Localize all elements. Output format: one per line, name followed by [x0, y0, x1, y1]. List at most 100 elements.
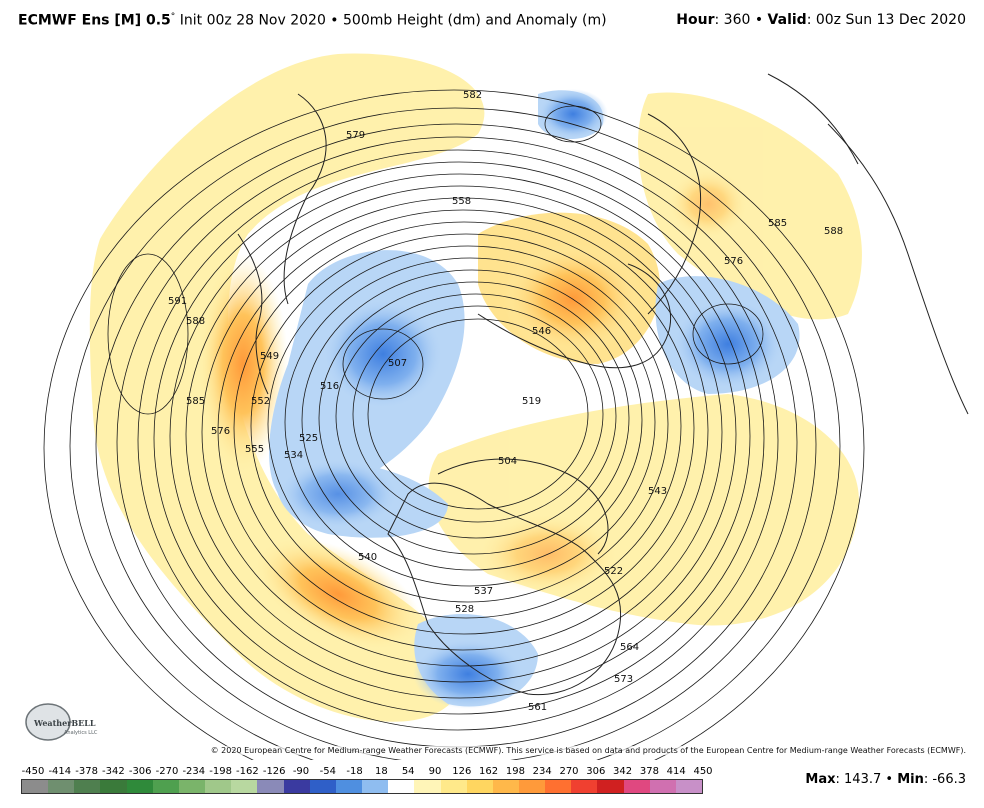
height-contours [43, 89, 865, 760]
colorbar-tick: -234 [182, 766, 206, 777]
colorbar-tick: -54 [319, 766, 336, 777]
contour-label: 588 [186, 316, 205, 327]
contour-label: 519 [522, 396, 541, 407]
weatherbell-logo: WeatherBELL Analytics LLC [22, 700, 112, 746]
colorbar-swatch [309, 780, 336, 793]
contour-label: 582 [463, 90, 482, 101]
colorbar-tick: 54 [401, 766, 415, 777]
colorbar-swatch [74, 780, 101, 793]
colorbar-swatch [597, 780, 624, 793]
copyright-credit: © 2020 European Centre for Medium-range … [208, 746, 968, 755]
contour-label: 540 [358, 552, 377, 563]
header-bar: ECMWF Ens [M] 0.5° Init 00z 28 Nov 2020 … [0, 0, 984, 34]
contour-label: 576 [211, 426, 230, 437]
contour-label: 561 [528, 702, 547, 713]
colorbar-tick: 198 [505, 766, 525, 777]
colorbar-swatch [48, 780, 75, 793]
run-description: Init 00z 28 Nov 2020 • 500mb Height (dm)… [175, 12, 607, 29]
colorbar-swatch [335, 780, 363, 793]
colorbar-tick: 162 [479, 766, 499, 777]
contour-label: 555 [245, 444, 264, 455]
logo-subtitle: Analytics LLC [64, 730, 98, 736]
contour-label: 579 [346, 130, 365, 141]
colorbar-swatch [257, 780, 284, 793]
colorbar-tick: -342 [102, 766, 125, 777]
logo-graphic: WeatherBELL Analytics LLC [25, 703, 98, 741]
hour-label: Hour [676, 12, 715, 28]
colorbar-swatch [466, 780, 493, 793]
contour-label: 504 [498, 456, 517, 467]
contour-label: 558 [452, 196, 471, 207]
degree-symbol: ° [170, 12, 176, 22]
contour-label: 522 [604, 566, 623, 577]
colorbar-tick: -162 [236, 766, 259, 777]
colorbar-swatch [22, 780, 49, 793]
colorbar-tick-labels: -450 -414 -378 -342 -306 -270 -234 -198 -162 -126… [18, 766, 718, 778]
colorbar-swatch [675, 780, 703, 793]
colorbar-tick: 90 [428, 766, 442, 777]
anomaly-colorbar [21, 779, 703, 794]
contour-label: 585 [186, 396, 205, 407]
min-value: : -66.3 [923, 772, 966, 787]
colorbar-tick: 234 [532, 766, 552, 777]
colorbar-tick: -126 [262, 766, 286, 777]
colorbar-swatch [414, 780, 441, 793]
contour-labels: 582 579 558 591 588 585 576 555 549 552 534 525 516 5… [168, 90, 843, 713]
contour-label: 573 [614, 674, 633, 685]
colorbar-tick: 270 [559, 766, 579, 777]
map-panel: 582 579 558 591 588 585 576 555 549 552 534 525 516 5… [8, 34, 976, 760]
colorbar-swatch [178, 780, 206, 793]
valid-label: Valid [767, 12, 807, 28]
valid-value: : 00z Sun 13 Dec 2020 [806, 12, 966, 28]
model-name: ECMWF Ens [M] 0.5 [18, 12, 171, 29]
contour-label: 576 [724, 256, 743, 267]
map-canvas: 582 579 558 591 588 585 576 555 549 552 534 525 516 5… [43, 53, 969, 760]
colorbar-swatch [152, 780, 179, 793]
colorbar-tick: 450 [693, 766, 713, 777]
contour-label: 585 [768, 218, 787, 229]
max-value: : 143.7 • [835, 772, 898, 787]
contour-label: 588 [824, 226, 843, 237]
colorbar-swatch [518, 780, 546, 793]
colorbar-tick: -450 [21, 766, 45, 777]
colorbar-tick: 126 [452, 766, 472, 777]
colorbar-tick: 18 [375, 766, 388, 777]
colorbar-swatch [283, 780, 310, 793]
colorbar-tick: -90 [292, 766, 310, 777]
contour-label: 591 [168, 296, 187, 307]
contour-label: 543 [648, 486, 667, 497]
colorbar-swatch [100, 780, 127, 793]
colorbar-swatch [440, 780, 467, 793]
contour-label: 537 [474, 586, 493, 597]
contour-label: 516 [320, 381, 339, 392]
colorbar-swatch [362, 780, 389, 793]
colorbar-tick: -18 [346, 766, 363, 777]
coastlines [237, 73, 969, 696]
colorbar-swatch [205, 780, 232, 793]
min-label: Min [897, 772, 924, 787]
colorbar-swatch [545, 780, 572, 793]
max-min-readout: Max: 143.7 • Min: -66.3 [805, 772, 966, 787]
colorbar-swatch [231, 780, 258, 793]
max-label: Max [805, 772, 836, 787]
contour-label: 552 [251, 396, 270, 407]
colorbar-swatch [649, 780, 676, 793]
contour-label: 564 [620, 642, 639, 653]
colorbar-swatch [492, 780, 519, 793]
colorbar-swatch [571, 780, 598, 793]
contour-label: 525 [299, 433, 318, 444]
colorbar-tick: 378 [639, 766, 659, 777]
colorbar-tick: 342 [613, 766, 633, 777]
contour-label: 534 [284, 450, 303, 461]
logo-wordmark: WeatherBELL [33, 718, 96, 728]
colorbar-tick: 306 [586, 766, 606, 777]
contour-label: 528 [455, 604, 474, 615]
contour-label: 549 [260, 351, 279, 362]
valid-time: Hour: 360 • Valid: 00z Sun 13 Dec 2020 [676, 12, 966, 28]
contour-label: 507 [388, 358, 407, 369]
colorbar-swatch [623, 780, 650, 793]
contour-label: 546 [532, 326, 551, 337]
colorbar-tick: 414 [666, 766, 686, 777]
hour-value: : 360 • [714, 12, 768, 28]
colorbar-tick: -270 [155, 766, 179, 777]
